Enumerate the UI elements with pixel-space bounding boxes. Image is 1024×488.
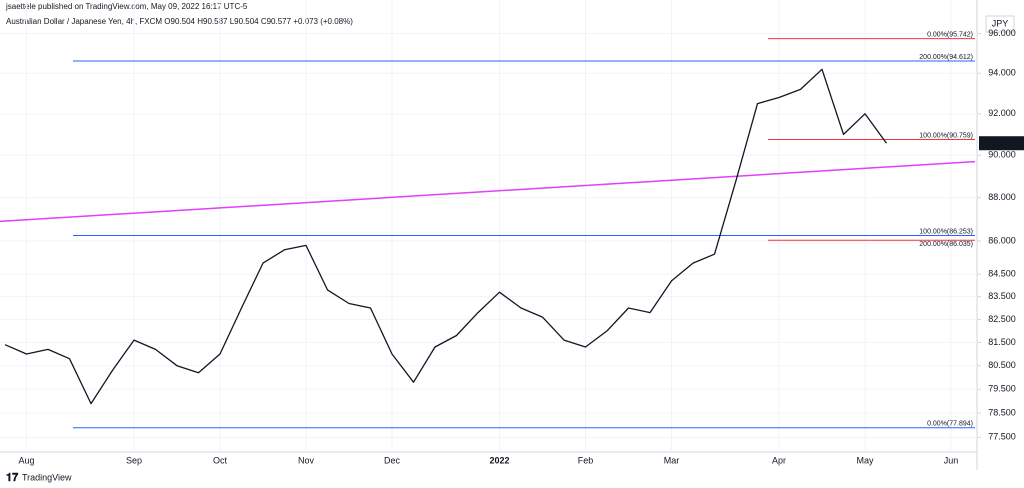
fib-level-label: 200.00%(86.035) <box>919 241 973 248</box>
price-line <box>4 68 888 405</box>
y-tick-label: 94.000 <box>988 68 1016 78</box>
fib-level-label: 0.00%(77.894) <box>927 421 973 428</box>
y-tick-label: 84.500 <box>988 269 1016 279</box>
x-tick-label: Apr <box>772 455 786 465</box>
y-tick-label: 83.500 <box>988 291 1016 301</box>
y-tick-label: 82.500 <box>988 314 1016 324</box>
x-tick-label: Oct <box>213 455 228 465</box>
footer: TradingView <box>22 472 72 482</box>
fib-level-label: 200.00%(94.612) <box>919 54 973 61</box>
y-tick-label: 96.000 <box>988 28 1016 38</box>
x-tick-label: 2022 <box>489 455 509 465</box>
x-tick-label: May <box>856 455 874 465</box>
y-tick-label: 86.000 <box>988 235 1016 245</box>
y-tick-label: 78.500 <box>988 408 1016 418</box>
trendline <box>0 160 976 223</box>
y-tick-label: 90.000 <box>988 150 1016 160</box>
logo-mark: 𝟏𝟕 <box>6 472 19 484</box>
fib-level-label: 100.00%(86.253) <box>919 228 973 235</box>
x-tick-label: Feb <box>578 455 594 465</box>
x-tick-label: Jun <box>944 455 959 465</box>
chart-title: Australian Dollar / Japanese Yen, 4h, FX… <box>6 17 353 26</box>
y-tick-label: 77.500 <box>988 432 1016 442</box>
x-tick-label: Mar <box>664 455 680 465</box>
y-tick-label: 88.000 <box>988 192 1016 202</box>
y-tick-label: 81.500 <box>988 337 1016 347</box>
y-tick-label: 80.500 <box>988 360 1016 370</box>
fib-level-label: 0.00%(95.742) <box>927 31 973 38</box>
y-tick-label: 79.500 <box>988 384 1016 394</box>
currency: JPY <box>992 18 1009 28</box>
x-tick-label: Aug <box>18 455 34 465</box>
last-price-label: 90.577 <box>986 138 1017 149</box>
currency-box <box>985 15 1015 33</box>
y-tick-label: 92.000 <box>988 108 1016 118</box>
last-price-box <box>979 136 1024 151</box>
x-tick-label: Dec <box>384 455 401 465</box>
x-tick-label: Nov <box>298 455 315 465</box>
fib-level-label: 100.00%(90.759) <box>919 132 973 139</box>
header: jsaettele published on TradingView.com, … <box>5 2 248 11</box>
x-tick-label: Sep <box>126 455 142 465</box>
